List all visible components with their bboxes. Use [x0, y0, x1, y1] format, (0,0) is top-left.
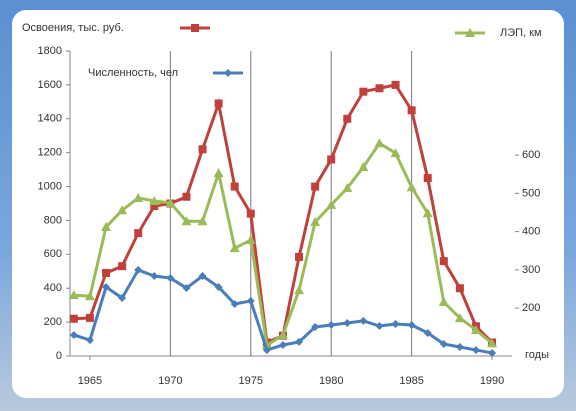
legend-marker: [191, 24, 199, 32]
y-tick-label: 400: [44, 282, 62, 294]
chart: годы 0 200 400 600 800 1000 1200 1400 1600 1800 20…: [0, 0, 576, 411]
y-tick-label: 1400: [38, 113, 62, 125]
y2-tick-label: 300: [522, 264, 540, 276]
marker: [70, 315, 78, 323]
marker: [215, 100, 223, 108]
y-tick-label: 1800: [38, 45, 62, 57]
x-axis-label: годы: [525, 349, 549, 361]
marker: [199, 145, 207, 153]
x-tick-label: 1975: [239, 375, 263, 387]
y2-tick-label: 200: [522, 302, 540, 314]
marker: [231, 183, 239, 191]
y-tick-label: 0: [56, 350, 62, 362]
marker: [311, 183, 319, 191]
y-tick-label: 1000: [38, 180, 62, 192]
marker: [343, 115, 351, 123]
y2-tick-label: 600: [522, 149, 540, 161]
y-tick-label: 600: [44, 248, 62, 260]
marker: [134, 229, 142, 237]
marker: [86, 314, 94, 322]
y-tick-label: 200: [44, 316, 62, 328]
marker: [295, 253, 303, 261]
x-tick-label: 1985: [399, 375, 423, 387]
marker: [408, 106, 416, 114]
y-tick-label: 800: [44, 214, 62, 226]
marker: [327, 155, 335, 163]
y-tick-label: 1600: [38, 79, 62, 91]
marker: [359, 88, 367, 96]
marker: [392, 81, 400, 89]
x-tick-label: 1980: [319, 375, 343, 387]
legend-label: Численность, чел: [88, 67, 178, 79]
marker: [424, 174, 432, 182]
marker: [102, 269, 110, 277]
marker: [375, 84, 383, 92]
x-tick-label: 1965: [78, 375, 102, 387]
marker: [440, 257, 448, 265]
marker: [456, 284, 464, 292]
legend-label: Освоения, тыс. руб.: [22, 22, 124, 34]
y-tick-label: 1200: [38, 147, 62, 159]
page: {"chart_data": {"type": "line", "x": [19…: [0, 0, 576, 411]
marker: [247, 210, 255, 218]
marker: [182, 193, 190, 201]
legend-label: ЛЭП, км: [500, 27, 542, 39]
y2-tick-label: 400: [522, 226, 540, 238]
marker: [118, 262, 126, 270]
y2-tick-label: 500: [522, 187, 540, 199]
x-tick-label: 1970: [158, 375, 182, 387]
x-tick-label: 1990: [480, 375, 504, 387]
